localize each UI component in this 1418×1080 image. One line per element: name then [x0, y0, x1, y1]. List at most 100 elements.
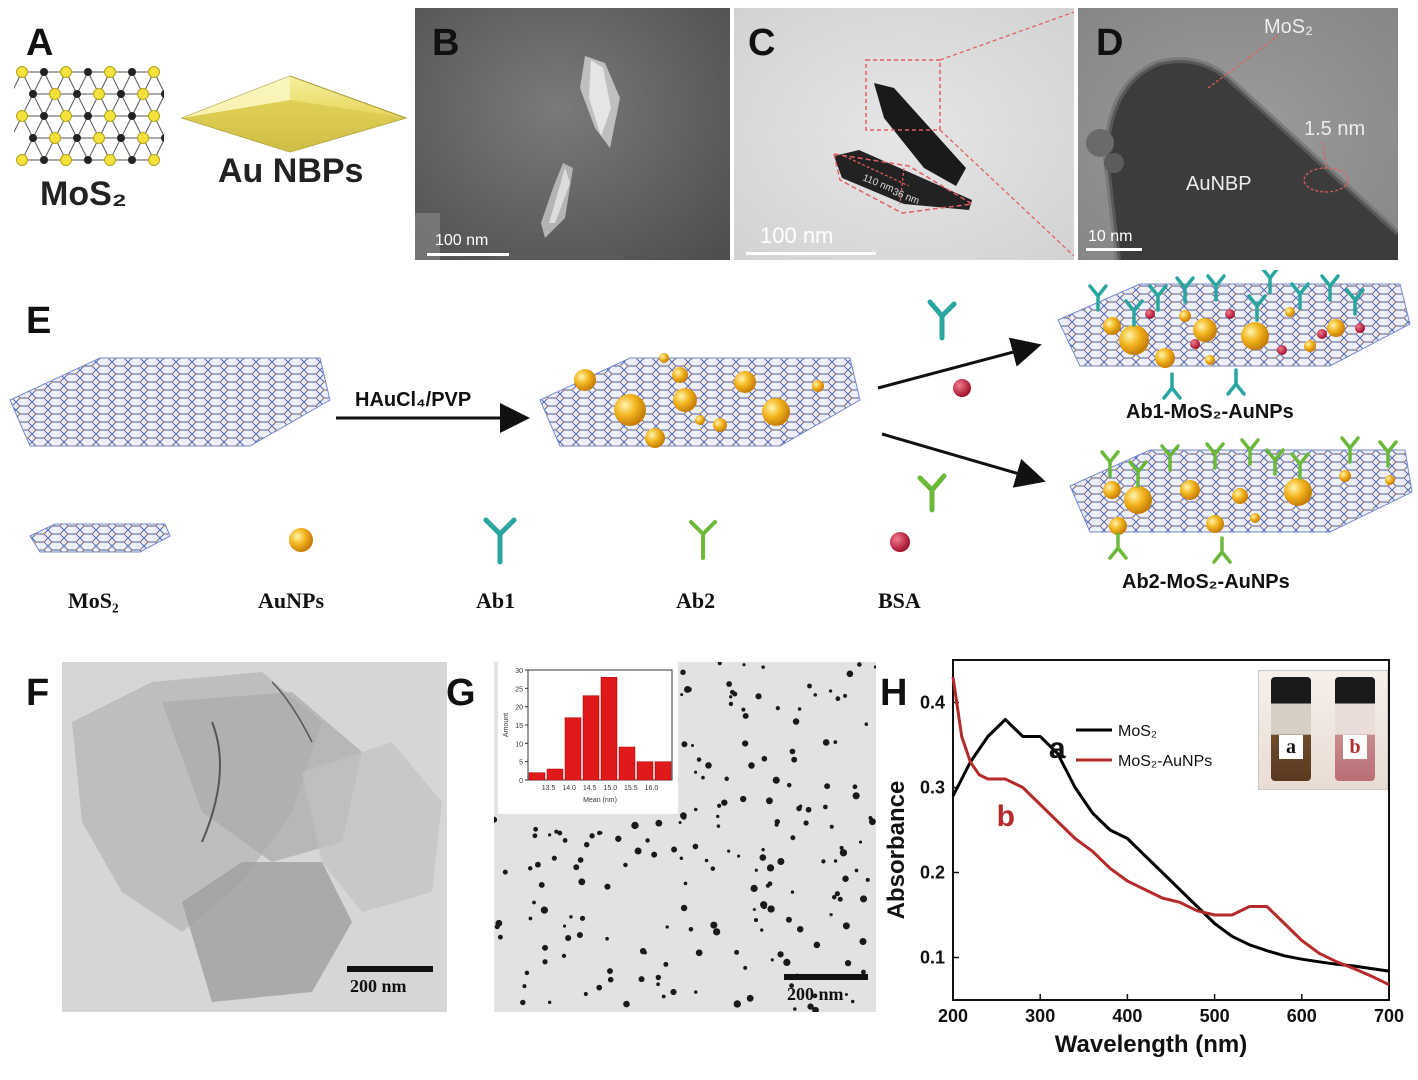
antibody	[1148, 284, 1168, 312]
mos2-sheet-start	[9, 357, 331, 447]
nanoparticle-dot	[502, 869, 508, 875]
nanoparticle-dot	[569, 915, 573, 919]
molybdenum-atom	[161, 90, 164, 98]
nanoparticle-dot	[532, 833, 538, 839]
aunp-sphere	[695, 415, 705, 425]
nanoparticle-dot	[692, 843, 699, 850]
nanoparticle-dot	[789, 748, 796, 755]
nanoparticle-dot	[873, 665, 876, 669]
sulfur-atom	[93, 88, 105, 100]
nanoparticle-dot	[717, 662, 722, 666]
sulfur-atom	[137, 132, 149, 144]
nanoparticle-dot	[864, 722, 869, 726]
nanoparticle-dot	[760, 901, 768, 909]
antibody	[1100, 450, 1120, 478]
nanoparticle-dot	[839, 845, 844, 850]
molybdenum-atom	[128, 68, 136, 76]
y-tick-label: 0.1	[920, 948, 945, 968]
nanoparticle-dot	[527, 866, 533, 871]
sulfur-atom	[16, 154, 28, 166]
nanoparticle-dot	[792, 718, 800, 725]
synthesis-scheme: HAuCl₄/PVP Ab1-MoS₂-AuNPs Ab2-MoS₂-AuNPs	[9, 270, 1413, 593]
antibody	[1345, 288, 1365, 316]
legend-ab1-icon	[483, 517, 517, 565]
nanoparticle-dot	[680, 693, 684, 697]
aunp-sphere	[614, 394, 646, 426]
legend-label-bsa: BSA	[878, 588, 921, 613]
nanoparticle-dot	[829, 824, 834, 829]
antibody	[1320, 274, 1340, 302]
nanoparticle-dot	[823, 804, 828, 810]
nanoparticle-dot	[596, 984, 603, 991]
nanoparticle-dot	[607, 968, 613, 975]
nanoparticle-dot	[859, 937, 867, 946]
sulfur-atom	[60, 154, 72, 166]
nanoparticle-dot	[528, 916, 533, 921]
antibody	[1265, 448, 1285, 476]
nanoparticle-dot	[774, 822, 779, 827]
hist-ytick-label: 0	[519, 778, 523, 785]
nanoparticle-dot	[693, 807, 698, 812]
absorbance-chart: 200 300 400 500 600 700 0.1 0.2 0.3 0.4 Wavelength…	[883, 659, 1404, 1058]
panel-letter-a: A	[26, 22, 54, 64]
antibody	[1128, 460, 1148, 488]
aunp-sphere	[1103, 481, 1121, 499]
nanoparticle-dot	[655, 819, 663, 827]
nanoparticle-dot	[497, 934, 503, 940]
aunp-sphere	[1193, 318, 1217, 342]
nanoparticle-dot	[737, 854, 741, 858]
nanoparticle-dot	[688, 926, 694, 932]
nanoparticle-dot	[724, 776, 729, 782]
nanoparticle-dot	[833, 859, 838, 863]
nanoparticle-dot	[844, 992, 848, 996]
nanoparticle-dot	[661, 994, 666, 999]
aunp-sphere	[1180, 480, 1200, 500]
nanoparticle-dot	[645, 838, 650, 843]
hist-ytick-label: 20	[515, 705, 523, 712]
nanoparticle-dot	[522, 984, 527, 989]
legend-entry: MoS₂-AuNPs	[1118, 753, 1212, 770]
size-histogram-inset: 0 5 10 15 20 25 30 13.5 14.0 14.5 15.0 15.5 16.0 Mean…	[498, 662, 678, 814]
scale-label-d: 10 nm	[1088, 228, 1133, 245]
hist-bar	[528, 772, 546, 781]
nanoparticle-dot	[812, 993, 818, 999]
molybdenum-atom	[117, 90, 125, 98]
sulfur-atom	[49, 88, 61, 100]
aunp-sphere	[645, 428, 665, 448]
hrtem-image-d: MoS₂ 1.5 nm AuNBP 10 nm	[1078, 8, 1398, 260]
nanoparticle-dot	[727, 849, 731, 853]
nanoparticle-dot	[741, 707, 746, 712]
nanoparticle-dot	[733, 1000, 741, 1008]
nanoparticle-dot	[665, 925, 669, 929]
nanoparticle-dot	[835, 696, 841, 702]
nanoparticle-dot	[694, 770, 698, 774]
nanoparticle-dot	[631, 821, 639, 830]
aunp-sphere	[1339, 470, 1351, 482]
panel-letter-h: H	[880, 672, 908, 714]
vial-label-b: b	[1343, 735, 1367, 759]
nanoparticle-dot	[557, 830, 563, 836]
legend-label-ab2: Ab2	[676, 588, 716, 613]
x-tick-label: 700	[1374, 1006, 1404, 1026]
nanoparticle-dot	[783, 958, 791, 967]
aunp-sphere	[812, 380, 824, 392]
nanoparticle-dot	[721, 799, 728, 806]
antibody	[1261, 270, 1279, 294]
nanoparticle-dot	[639, 947, 647, 955]
nanoparticle-dot	[716, 824, 721, 828]
antibody	[1290, 282, 1310, 310]
antibody	[1378, 440, 1398, 468]
nanoparticle-dot	[829, 913, 833, 917]
nanoparticle-dot	[565, 934, 572, 942]
nanoparticle-dot	[651, 851, 658, 858]
product1-label: Ab1-MoS₂-AuNPs	[1126, 401, 1294, 423]
nanoparticle-dot	[494, 816, 498, 823]
scale-bar-b	[427, 253, 509, 256]
nanoparticle-dot	[742, 712, 749, 719]
nanoparticle-dot	[710, 866, 716, 871]
ab2-reagent	[917, 473, 947, 513]
x-axis-label: Wavelength (nm)	[1055, 1031, 1247, 1058]
ab2-mos2-aunps-sheet	[1069, 436, 1413, 564]
antibody	[1160, 444, 1180, 472]
nanoparticle-dot	[583, 992, 588, 997]
